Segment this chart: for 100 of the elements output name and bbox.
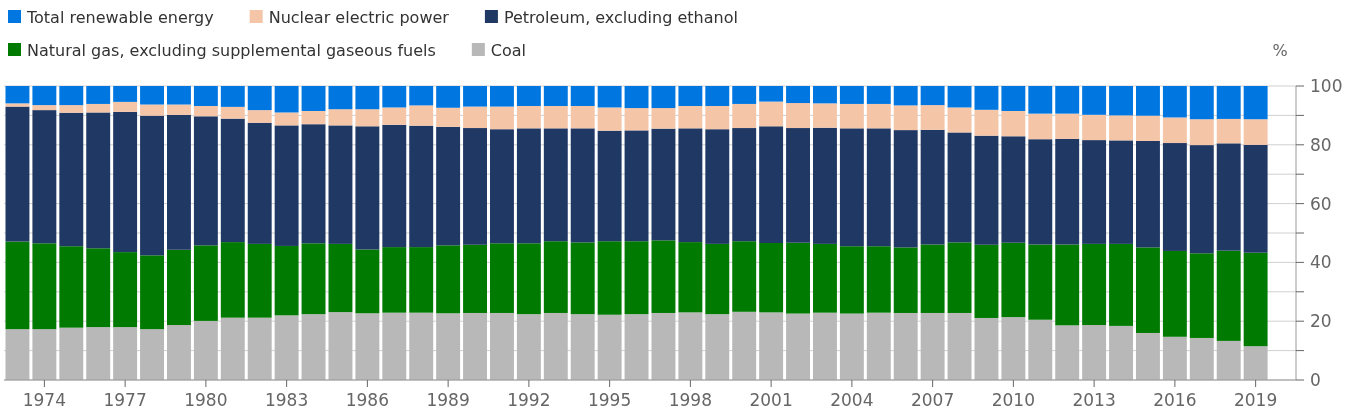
bar xyxy=(1109,243,1133,326)
bar xyxy=(597,241,622,315)
bar xyxy=(678,86,703,106)
bar xyxy=(839,128,864,247)
bar xyxy=(1082,140,1107,244)
bar xyxy=(220,86,245,107)
bar xyxy=(274,245,299,316)
x-tick-label: 2004 xyxy=(830,390,874,410)
bar xyxy=(1162,250,1187,337)
bar xyxy=(5,86,30,104)
bar xyxy=(516,243,541,315)
bar xyxy=(947,107,972,133)
bar xyxy=(624,108,649,131)
bar xyxy=(463,128,487,245)
bar xyxy=(328,86,353,110)
bar xyxy=(86,327,111,380)
bar xyxy=(1055,138,1080,245)
bar xyxy=(32,105,57,111)
bar xyxy=(759,101,784,127)
bar xyxy=(732,311,757,380)
bar xyxy=(490,243,514,313)
bar xyxy=(490,106,514,130)
x-tick-label: 2016 xyxy=(1153,390,1197,410)
bar xyxy=(86,248,111,328)
bar xyxy=(651,240,676,313)
bar xyxy=(167,114,191,250)
bar xyxy=(705,243,730,315)
bar xyxy=(463,86,487,107)
y-tick-label: 20 xyxy=(1310,311,1332,332)
bar xyxy=(220,317,245,380)
bar xyxy=(1189,253,1214,338)
bar xyxy=(328,109,353,126)
bar xyxy=(274,86,299,113)
bar xyxy=(624,314,649,380)
bar xyxy=(1136,86,1160,116)
bar xyxy=(167,104,191,115)
bar xyxy=(974,109,999,136)
bar xyxy=(920,129,945,245)
bar xyxy=(813,243,837,313)
bar xyxy=(113,252,138,328)
bar xyxy=(1162,86,1187,118)
bar xyxy=(247,110,272,123)
bar xyxy=(678,242,703,313)
bar xyxy=(301,110,326,125)
bar xyxy=(167,249,191,326)
bar xyxy=(651,128,676,241)
bar xyxy=(490,312,514,380)
bar xyxy=(570,105,595,129)
bar xyxy=(1136,140,1160,248)
bar xyxy=(732,103,757,129)
bar xyxy=(436,313,461,380)
bar xyxy=(920,105,945,130)
bar xyxy=(624,86,649,109)
bar xyxy=(947,312,972,380)
bar xyxy=(140,104,164,116)
bar xyxy=(1189,337,1214,380)
bar xyxy=(220,118,245,243)
bar xyxy=(32,110,57,244)
bar xyxy=(193,320,218,380)
bar xyxy=(1216,250,1241,341)
bar xyxy=(1028,319,1053,380)
bar xyxy=(732,86,757,104)
bar xyxy=(355,126,380,250)
bar xyxy=(382,124,407,248)
bar xyxy=(1001,136,1026,243)
x-tick-label: 1974 xyxy=(22,390,67,410)
bar xyxy=(1055,113,1080,139)
y-tick-label: 60 xyxy=(1310,193,1332,214)
bar xyxy=(247,243,272,318)
bar xyxy=(705,86,730,106)
bar xyxy=(678,128,703,243)
bar xyxy=(570,128,595,243)
legend-label: Total renewable energy xyxy=(26,7,214,27)
bar xyxy=(193,105,218,117)
bar xyxy=(247,86,272,111)
bar xyxy=(920,312,945,380)
bar xyxy=(32,329,57,380)
bar xyxy=(167,325,191,380)
bar xyxy=(5,103,30,107)
bar xyxy=(1109,86,1133,116)
bar xyxy=(274,112,299,126)
y-tick-label: 80 xyxy=(1310,134,1332,155)
bar xyxy=(193,116,218,246)
bar xyxy=(1055,325,1080,380)
bar xyxy=(920,86,945,106)
x-tick-label: 2010 xyxy=(991,390,1036,410)
bar xyxy=(301,314,326,380)
bar xyxy=(759,86,784,102)
x-tick-label: 1989 xyxy=(426,390,470,410)
bar xyxy=(786,242,810,314)
bar xyxy=(409,86,434,106)
bar xyxy=(1001,86,1026,111)
bar xyxy=(813,312,837,380)
bar xyxy=(597,314,622,380)
x-tick-label: 2013 xyxy=(1072,390,1116,410)
bar xyxy=(5,106,30,242)
bar xyxy=(1216,86,1241,119)
bar xyxy=(113,86,138,102)
bar xyxy=(893,130,918,248)
bar xyxy=(839,103,864,129)
